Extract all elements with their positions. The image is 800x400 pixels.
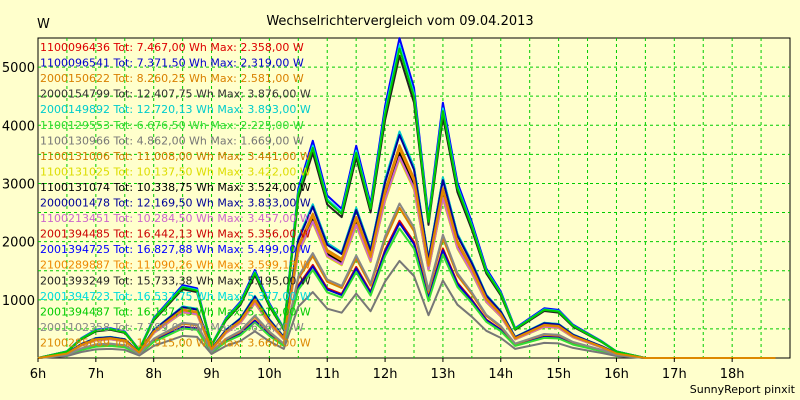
x-tick-label: 10h [257,367,282,382]
series-line-2100285689 [37,144,776,359]
legend-entry-1100213451: 1100213451 Tot: 10.284,50 Wh Max: 3.457,… [40,212,311,225]
x-tick-label: 12h [373,367,398,382]
legend: 1100096436 Tot: 7.467,00 Wh Max: 2.358,0… [40,41,311,349]
legend-entry-1100131006: 1100131006 Tot: 11.008,00 Wh Max: 3.441,… [40,150,311,163]
x-tick-label: 17h [662,367,687,382]
legend-entry-1100096541: 1100096541 Tot: 7.371,50 Wh Max: 2.319,0… [40,57,304,70]
y-tick-label: 4000 [2,119,35,134]
legend-entry-2000154799: 2000154799 Tot: 12.407,75 Wh Max: 3.876,… [40,88,311,101]
y-tick-label: 5000 [2,61,35,76]
footer-credit: SunnyReport pinxit [690,383,796,396]
series-layer [37,37,776,359]
legend-entry-2001394725: 2001394725 Tot: 16.827,88 Wh Max: 5.499,… [40,243,311,256]
series-line-2001102358 [37,202,776,359]
legend-entry-1100131025: 1100131025 Tot: 10.137,50 Wh Max: 3.422,… [40,165,311,178]
y-tick-label: 2000 [2,236,35,251]
y-tick-label: 3000 [2,177,35,192]
x-tick-label: 16h [604,367,629,382]
legend-entry-2001102358: 2001102358 Tot: 7.789,00 Wh Max: 2.656,0… [40,321,304,334]
legend-entry-2100289887: 2100289887 Tot: 11.090,26 Wh Max: 3.599,… [40,259,311,272]
legend-entry-1100131074: 1100131074 Tot: 10.338,75 Wh Max: 3.524,… [40,181,311,194]
legend-entry-2001393249: 2001393249 Tot: 15.733,38 Wh Max: 5.195,… [40,274,311,287]
x-tick-label: 7h [88,367,105,382]
legend-entry-2000001478: 2000001478 Tot: 12.169,50 Wh Max: 3.833,… [40,197,311,210]
x-tick-label: 8h [145,367,162,382]
x-tick-label: 9h [203,367,220,382]
axis-layer: 6h 7h 8h 9h 10h 11h 12h 13h 14h 15h 16h 17h 18h 1000 2… [2,61,745,382]
legend-entry-1100129553: 1100129553 Tot: 6.676,50 Wh Max: 2.225,0… [40,119,304,132]
legend-entry-2000149892: 2000149892 Tot: 12.720,13 Wh Max: 3.893,… [40,103,311,116]
grid-layer [38,38,790,358]
series-line-1100130966 [37,259,776,359]
chart-title: Wechselrichtervergleich vom 09.04.2013 [266,14,533,29]
x-tick-label: 11h [315,367,340,382]
x-tick-label: 18h [720,367,745,382]
legend-entry-2100285689: 2100285689 Tot: 10.915,00 Wh Max: 3.660,… [40,336,311,349]
series-line-2001394487 [37,47,776,359]
legend-entry-1100096436: 1100096436 Tot: 7.467,00 Wh Max: 2.358,0… [40,41,304,54]
x-tick-label: 14h [488,367,513,382]
y-axis-unit-label: W [37,17,50,32]
legend-entry-2000150622: 2000150622 Tot: 8.260,25 Wh Max: 2.581,0… [40,72,304,85]
x-tick-label: 13h [431,367,456,382]
x-tick-label: 15h [546,367,571,382]
legend-entry-1100130966: 1100130966 Tot: 4.862,00 Wh Max: 1.669,0… [40,134,304,147]
legend-entry-2001394487: 2001394487 Tot: 16.137,13 Wh Max: 5.319,… [40,305,311,318]
legend-entry-2001394723: 2001394723 Tot: 16.537,75 Wh Max: 5.377,… [40,290,311,303]
y-tick-label: 1000 [2,294,35,309]
legend-entry-2001394485: 2001394485 Tot: 16.442,13 Wh Max: 5.356,… [40,228,311,241]
x-tick-label: 6h [30,367,47,382]
